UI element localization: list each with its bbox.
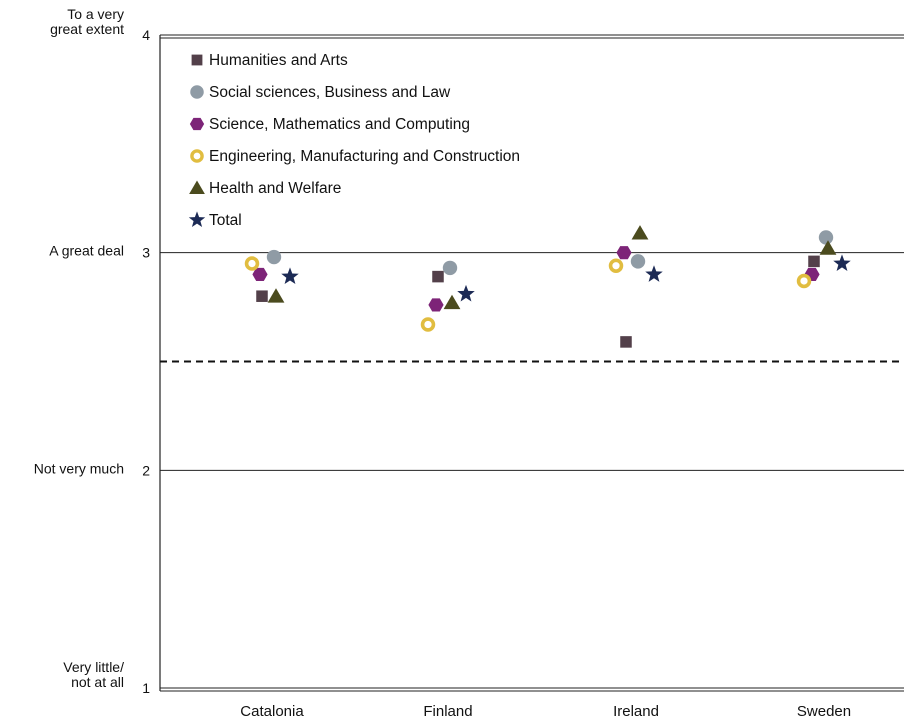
y-tick-description: not at all xyxy=(71,674,124,690)
legend-label-engineering-manufacturing-and-construction: Engineering, Manufacturing and Construct… xyxy=(209,148,520,165)
point-health-and-welfare-sweden xyxy=(819,240,837,255)
y-tick-description: Very little/ xyxy=(63,659,124,675)
y-tick-description: A great deal xyxy=(49,243,124,259)
point-total-ireland xyxy=(645,265,663,282)
legend-marker-science-mathematics-and-computing xyxy=(189,117,205,131)
data-points xyxy=(244,225,851,348)
legend: Humanities and Arts Social sciences, Busi… xyxy=(188,52,520,229)
x-tick-label: Sweden xyxy=(797,703,851,720)
legend-marker-engineering-manufacturing-and-construction xyxy=(190,149,204,163)
legend-marker-humanities-and-arts xyxy=(191,54,203,66)
point-health-and-welfare-finland xyxy=(443,294,461,310)
point-humanities-and-arts-catalonia xyxy=(256,290,268,302)
legend-label-total: Total xyxy=(209,212,242,229)
y-tick-description: To a very xyxy=(67,6,124,22)
y-tick-description: great extent xyxy=(50,21,124,37)
y-tick-description: Not very much xyxy=(34,460,124,476)
legend-marker-health-and-welfare xyxy=(189,180,205,194)
legend-marker-total xyxy=(188,211,206,227)
point-social-sciences-business-and-law-catalonia xyxy=(266,249,282,265)
point-engineering-manufacturing-and-construction-ireland xyxy=(608,258,624,273)
y-tick-label: 2 xyxy=(142,462,150,478)
point-humanities-and-arts-finland xyxy=(432,270,444,283)
point-total-sweden xyxy=(833,254,851,271)
point-health-and-welfare-ireland xyxy=(631,225,649,240)
x-tick-label: Catalonia xyxy=(240,703,304,720)
legend-marker-social-sciences-business-and-law xyxy=(190,85,204,99)
point-science-mathematics-and-computing-finland xyxy=(428,298,444,312)
y-tick-label: 3 xyxy=(142,245,150,261)
point-engineering-manufacturing-and-construction-finland xyxy=(420,317,436,332)
legend-label-science-mathematics-and-computing: Science, Mathematics and Computing xyxy=(209,116,470,133)
point-engineering-manufacturing-and-construction-catalonia xyxy=(244,256,260,271)
point-social-sciences-business-and-law-sweden xyxy=(818,230,834,245)
point-health-and-welfare-catalonia xyxy=(267,288,285,303)
point-social-sciences-business-and-law-finland xyxy=(442,260,458,276)
point-total-finland xyxy=(457,284,475,302)
legend-label-humanities-and-arts: Humanities and Arts xyxy=(209,52,348,69)
point-humanities-and-arts-sweden xyxy=(808,255,820,268)
point-humanities-and-arts-ireland xyxy=(620,336,632,348)
y-tick-label: 4 xyxy=(142,27,150,43)
gridlines xyxy=(160,34,904,471)
legend-label-health-and-welfare: Health and Welfare xyxy=(209,180,341,197)
x-tick-label: Ireland xyxy=(613,703,659,720)
x-tick-labels: Catalonia Finland Ireland Sweden xyxy=(240,703,851,720)
point-science-mathematics-and-computing-ireland xyxy=(616,246,632,260)
point-engineering-manufacturing-and-construction-sweden xyxy=(796,273,812,289)
x-tick-label: Finland xyxy=(423,703,472,720)
axes xyxy=(159,35,904,692)
point-social-sciences-business-and-law-ireland xyxy=(630,254,646,269)
point-science-mathematics-and-computing-catalonia xyxy=(252,267,268,282)
point-total-catalonia xyxy=(281,267,299,285)
legend-label-social-sciences-business-and-law: Social sciences, Business and Law xyxy=(209,84,451,101)
y-tick-label: 1 xyxy=(142,680,150,696)
